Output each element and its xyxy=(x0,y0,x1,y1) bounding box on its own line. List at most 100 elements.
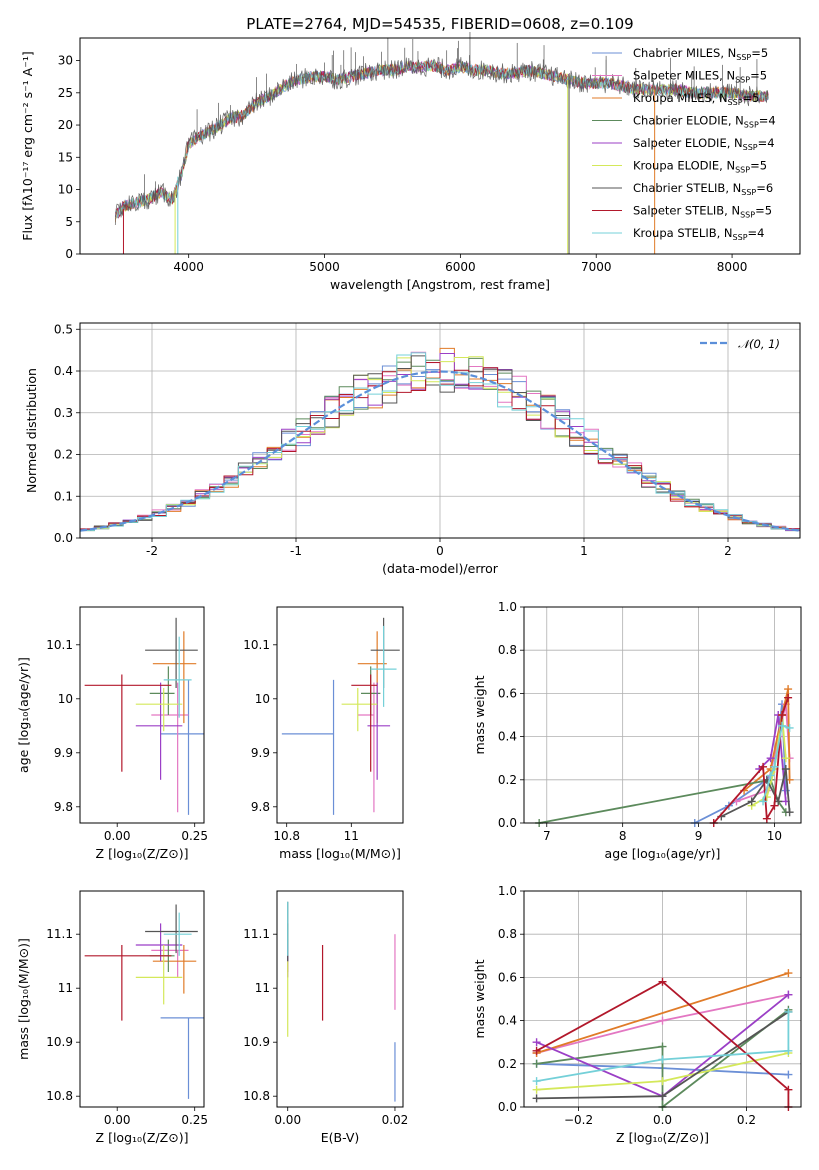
weight-marker-kroupa-elodie xyxy=(658,1077,667,1086)
y-tick-label: 10.1 xyxy=(243,638,270,652)
y-tick-label: 1.0 xyxy=(498,884,517,898)
legend-label-kroupa-miles: Kroupa MILES, NSSP=5 xyxy=(633,91,759,107)
mass-vs-metallicity-plot: 0.00 0.25 10.8 10.9 11 11.1 Z [log₁₀(Z/Z⊙)] mas… xyxy=(16,890,208,1145)
y-tick-label: 9.8 xyxy=(54,800,73,814)
x-tick-label: 0.00 xyxy=(104,829,131,843)
y-tick-label: 20 xyxy=(58,118,73,132)
x-axis-label: Z [log₁₀(Z/Z⊙)] xyxy=(616,1130,709,1145)
weight-line-chabrier-elodie xyxy=(539,778,787,824)
weight-marker-kroupa-miles xyxy=(784,685,793,694)
y-tick-label: 30 xyxy=(58,54,73,68)
y-tick-label: 0.8 xyxy=(498,643,517,657)
weight-marker-kroupa-stelib xyxy=(784,1046,793,1055)
y-tick-label: 15 xyxy=(58,150,73,164)
x-axis-label: Z [log₁₀(Z/Z⊙)] xyxy=(96,846,189,861)
x-tick-label: 4000 xyxy=(173,260,204,274)
weight-line-chabrier-stelib xyxy=(720,768,791,818)
y-tick-label: 0.6 xyxy=(498,970,517,984)
x-tick-label: 0.00 xyxy=(274,1113,301,1127)
y-tick-label: 11 xyxy=(255,981,270,995)
age-vs-mass-plot: 10.8 11 9.8 9.9 10 10.1 mass [log₁₀(M/M⊙)] xyxy=(243,606,404,861)
weight-marker-salpeter-stelib xyxy=(658,977,667,986)
weight-marker-chabrier-stelib xyxy=(747,797,756,806)
x-tick-label: 6000 xyxy=(445,260,476,274)
x-tick-label: 7 xyxy=(543,829,551,843)
y-tick-label: 11.1 xyxy=(46,927,73,941)
y-tick-label: 25 xyxy=(58,86,73,100)
weight-marker-kroupa-stelib xyxy=(766,771,775,780)
weight-marker-chabrier-elodie xyxy=(658,1042,667,1051)
x-tick-label: 0.25 xyxy=(181,829,208,843)
y-tick-label: 11 xyxy=(58,981,73,995)
x-tick-label: 0 xyxy=(436,544,444,558)
weight-marker-kroupa-elodie xyxy=(532,1085,541,1094)
axes-frame xyxy=(523,890,802,1108)
x-axis-label: Z [log₁₀(Z/Z⊙)] xyxy=(96,1130,189,1145)
y-tick-label: 0.6 xyxy=(498,686,517,700)
weight-line-chabrier-elodie xyxy=(536,1009,789,1109)
axes-frame xyxy=(523,606,802,824)
x-axis-label: (data-model)/error xyxy=(382,561,499,576)
axes-frame xyxy=(79,37,801,255)
legend-label-salpeter-elodie: Salpeter ELODIE, NSSP=4 xyxy=(633,136,775,152)
y-tick-label: 10 xyxy=(58,692,73,706)
x-tick-label: −0.2 xyxy=(564,1113,593,1127)
weight-line-kroupa-stelib xyxy=(536,1012,790,1082)
y-tick-label: 0.4 xyxy=(498,730,517,744)
weight-line-salpeter-stelib xyxy=(713,697,789,824)
spectrum-line-chabrier-stelib xyxy=(114,56,769,226)
y-tick-label: 10.9 xyxy=(243,1035,270,1049)
weight-marker-salpeter-stelib xyxy=(784,1085,793,1094)
y-tick-label: 0.3 xyxy=(54,406,73,420)
x-tick-label: 11 xyxy=(344,829,359,843)
weight-marker-salpeter-stelib xyxy=(784,693,793,702)
weight-marker-kroupa-miles xyxy=(784,969,793,978)
y-tick-label: 10.1 xyxy=(46,638,73,652)
weight-marker-salpeter-stelib xyxy=(759,762,768,771)
x-tick-label: 8 xyxy=(619,829,627,843)
weight-marker-chabrier-elodie xyxy=(532,1059,541,1068)
y-tick-label: 0.0 xyxy=(498,816,517,830)
x-tick-label: 0.00 xyxy=(104,1113,131,1127)
y-axis-label: mass weight xyxy=(472,959,487,1038)
y-tick-label: 0.2 xyxy=(498,1057,517,1071)
weight-marker-kroupa-stelib xyxy=(770,762,779,771)
weight-marker-chabrier-stelib xyxy=(658,1092,667,1101)
axes-frame xyxy=(276,890,404,1108)
weight-marker-kroupa-elodie xyxy=(781,754,790,763)
y-tick-label: 10 xyxy=(255,692,270,706)
weight-marker-kroupa-stelib xyxy=(778,721,787,730)
x-tick-label: 0.2 xyxy=(737,1113,756,1127)
legend-label-kroupa-stelib: Kroupa STELIB, NSSP=4 xyxy=(633,226,764,242)
weight-marker-kroupa-stelib xyxy=(784,1007,793,1016)
y-tick-label: 10.9 xyxy=(46,1035,73,1049)
y-tick-label: 0.2 xyxy=(498,773,517,787)
axes-frame xyxy=(276,606,404,824)
x-axis-label: E(B-V) xyxy=(321,1130,360,1145)
y-tick-label: 0.8 xyxy=(498,927,517,941)
weight-marker-salpeter-stelib xyxy=(762,814,771,823)
x-tick-label: 2 xyxy=(724,544,732,558)
mass-vs-extinction-plot: 0.00 0.02 10.8 10.9 11 11.1 E(B-V) xyxy=(243,890,408,1145)
weight-marker-kroupa-stelib xyxy=(658,1055,667,1064)
y-tick-label: 0 xyxy=(65,247,73,261)
y-tick-label: 10.8 xyxy=(46,1089,73,1103)
y-axis-label: mass [log₁₀(M/M⊙)] xyxy=(16,938,31,1060)
weight-marker-salpeter-stelib xyxy=(770,801,779,810)
legend-label-kroupa-elodie: Kroupa ELODIE, NSSP=5 xyxy=(633,159,767,175)
legend-label-chabrier-miles: Chabrier MILES, NSSP=5 xyxy=(633,46,768,62)
histogram-salpeter-stelib xyxy=(80,362,800,530)
x-axis-label: wavelength [Angstrom, rest frame] xyxy=(330,277,550,292)
x-tick-label: 10.8 xyxy=(273,829,300,843)
weight-marker-salpeter-miles xyxy=(658,1016,667,1025)
x-tick-label: 5000 xyxy=(309,260,340,274)
x-tick-label: 7000 xyxy=(581,260,612,274)
x-axis-label: mass [log₁₀(M/M⊙)] xyxy=(279,846,401,861)
age-vs-metallicity-plot: 0.00 0.25 9.8 9.9 10 10.1 Z [log₁₀(Z/Z⊙)] age [… xyxy=(16,606,208,861)
y-tick-label: 10.8 xyxy=(243,1089,270,1103)
weight-marker-salpeter-elodie xyxy=(784,990,793,999)
weight-line-salpeter-stelib xyxy=(536,980,790,1107)
y-axis-label: mass weight xyxy=(472,675,487,754)
y-axis-label: age [log₁₀(age/yr)] xyxy=(16,657,31,773)
